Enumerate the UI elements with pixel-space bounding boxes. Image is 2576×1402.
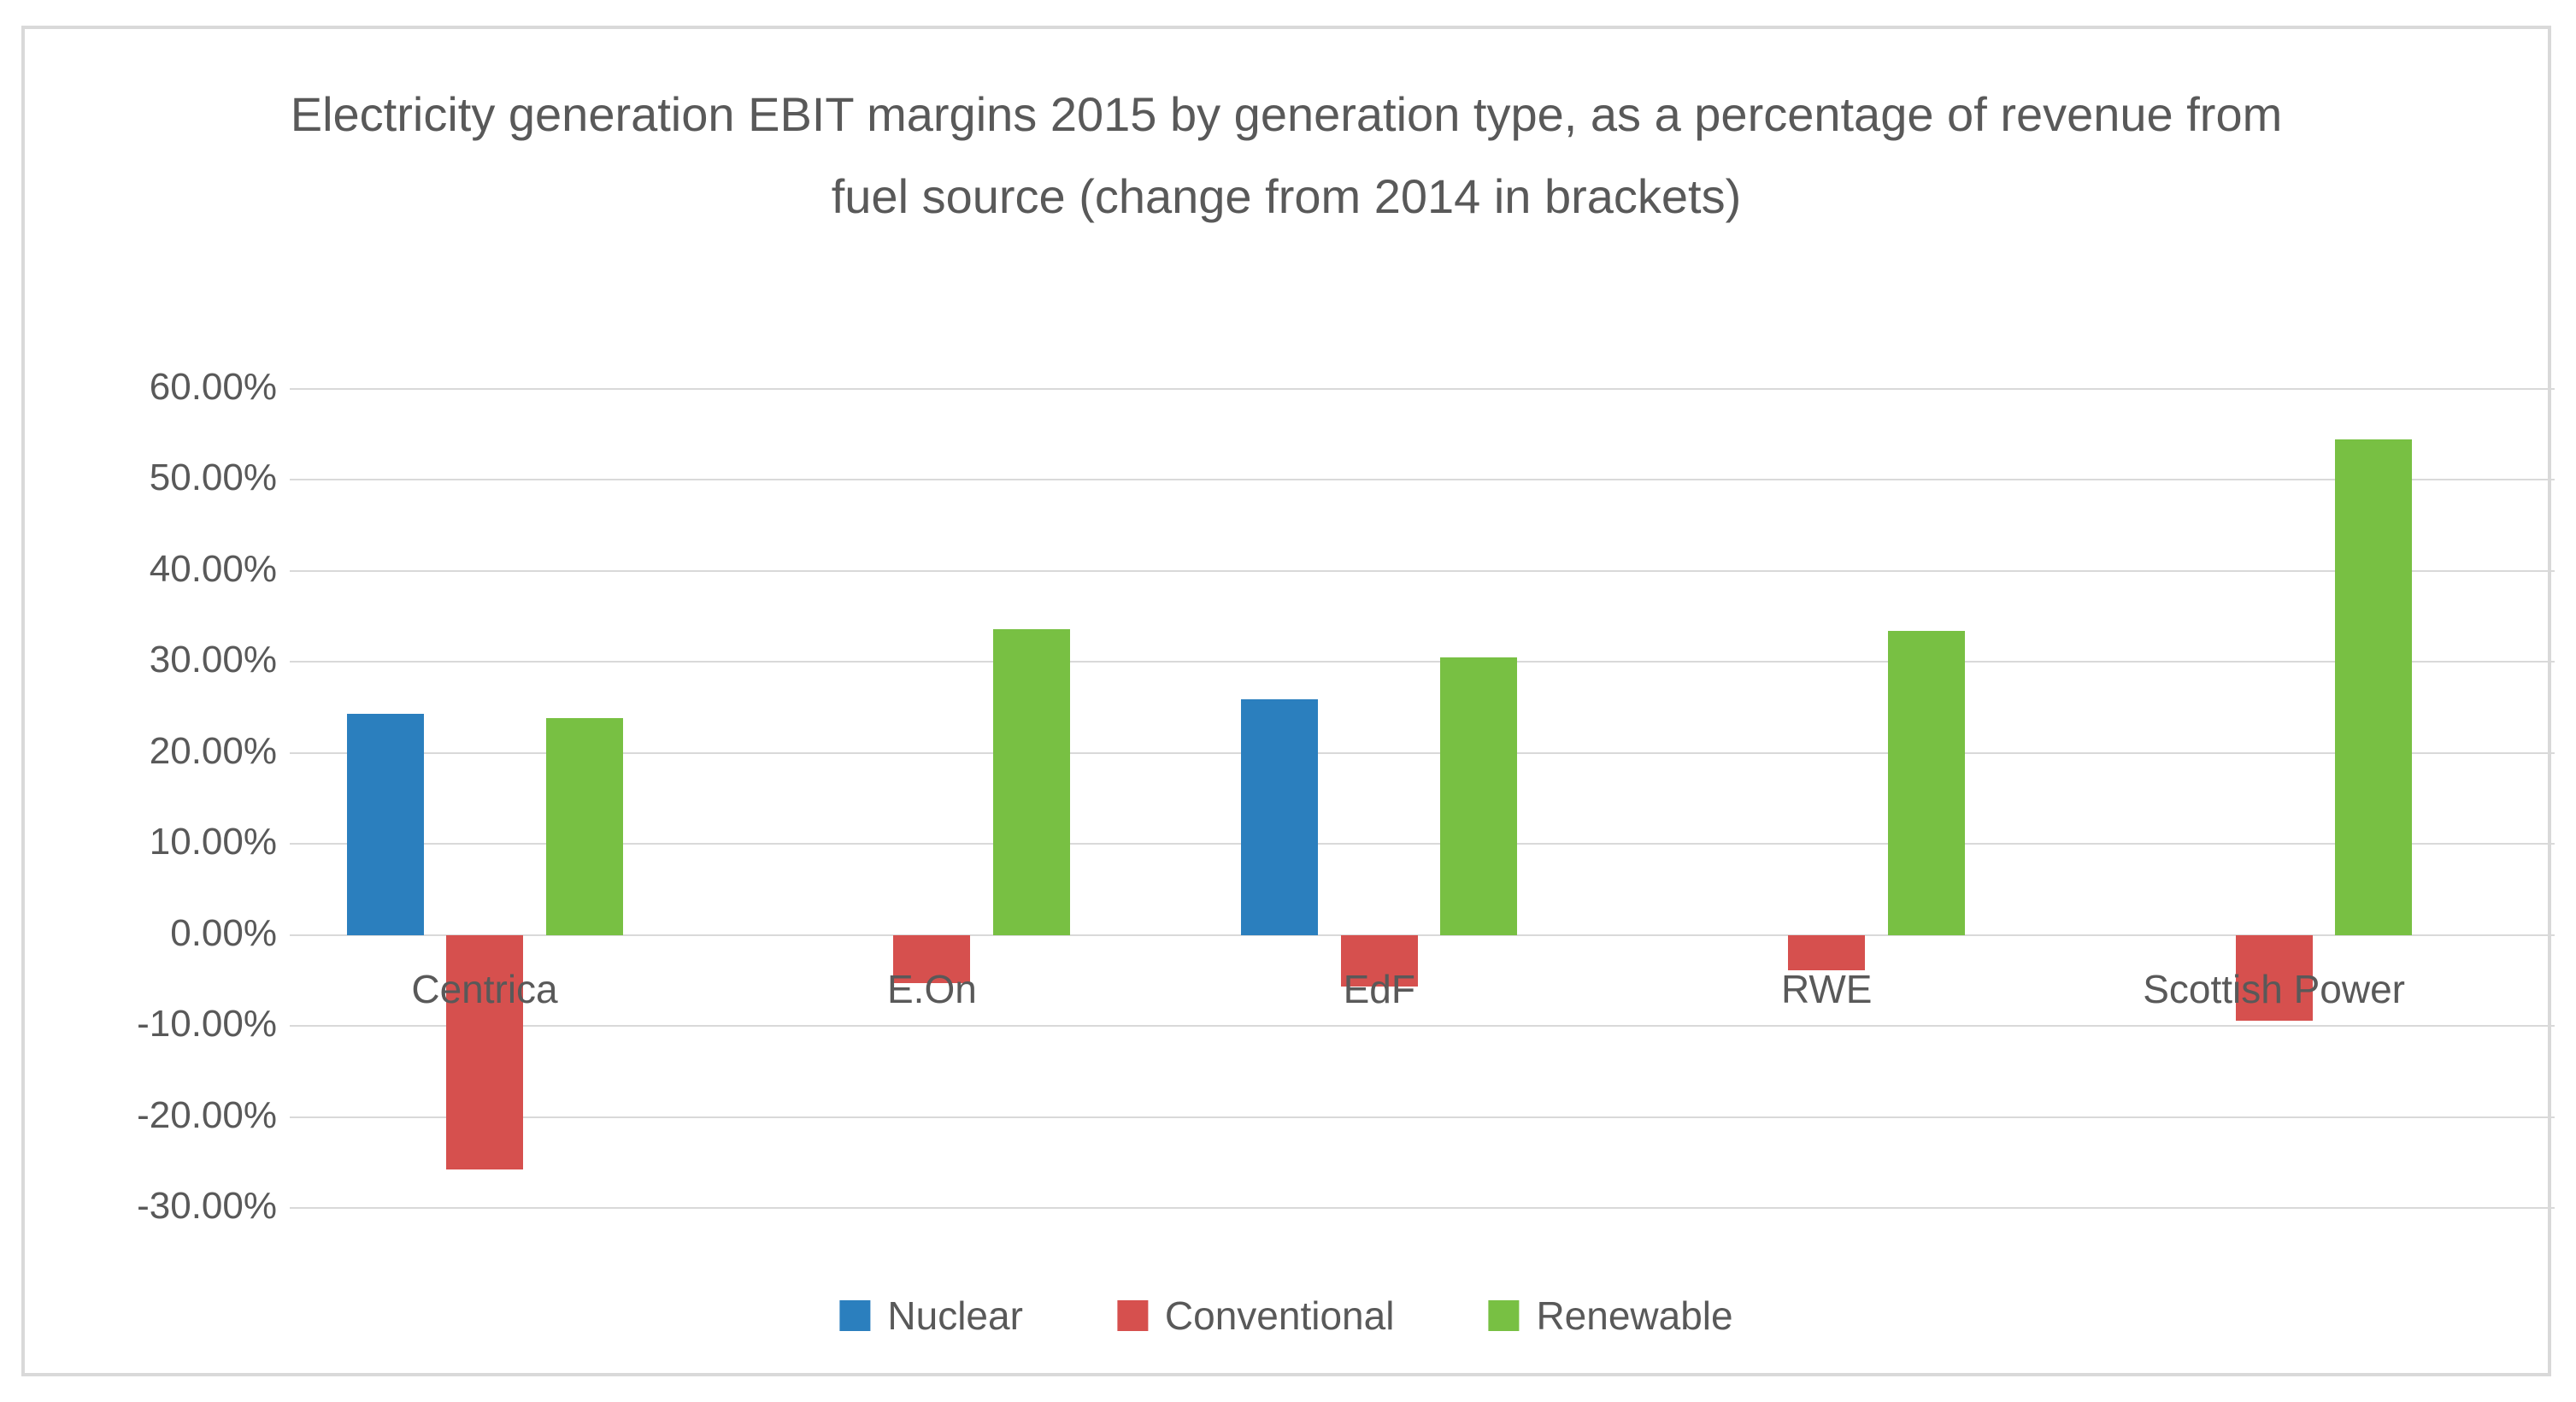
y-axis-tick-label: 30.00% [149, 639, 277, 681]
gridline [290, 1025, 2555, 1028]
bar-renewable-e-on [992, 629, 1070, 935]
category-label: E.On [886, 966, 977, 1011]
gridline [290, 843, 2555, 845]
chart-frame: Electricity generation EBIT margins 2015… [21, 26, 2555, 1376]
legend-item-nuclear: Nuclear [839, 1293, 1023, 1339]
bar-renewable-scottish-power [2335, 439, 2413, 935]
y-axis-tick-label: 40.00% [149, 547, 277, 590]
bar-conventional-centrica [446, 934, 523, 1170]
gridline [290, 479, 2555, 481]
legend-label-renewable: Renewable [1536, 1293, 1733, 1338]
category-label: RWE [1780, 966, 1873, 1011]
bar-nuclear-centrica [346, 714, 424, 935]
legend-label-nuclear: Nuclear [887, 1293, 1023, 1338]
gridline [290, 569, 2555, 572]
y-axis-tick-label: 60.00% [149, 366, 277, 408]
category-label: Centrica [411, 966, 558, 1011]
category-label: Scottish Power [2143, 966, 2405, 1011]
bar-renewable-edf [1440, 657, 1518, 935]
gridline [290, 661, 2555, 663]
y-axis-tick-label: 0.00% [170, 911, 277, 954]
bar-renewable-rwe [1887, 631, 1965, 935]
y-axis-tick-label: -30.00% [137, 1185, 277, 1227]
legend-item-conventional: Conventional [1116, 1293, 1395, 1339]
legend-swatch-renewable [1488, 1300, 1520, 1331]
y-axis-tick-label: 20.00% [149, 729, 277, 772]
bar-conventional-e-on [893, 934, 971, 984]
bar-conventional-rwe [1788, 934, 1866, 971]
bar-renewable-centrica [545, 718, 623, 935]
legend-label-conventional: Conventional [1164, 1293, 1395, 1338]
gridline [290, 751, 2555, 754]
bar-conventional-scottish-power [2235, 934, 2313, 1021]
y-axis-tick-label: -20.00% [137, 1093, 277, 1136]
y-axis-tick-label: 10.00% [149, 821, 277, 863]
y-axis-tick-label: 50.00% [149, 457, 277, 499]
gridline [290, 1116, 2555, 1118]
legend-swatch-conventional [1116, 1300, 1148, 1331]
legend-item-renewable: Renewable [1488, 1293, 1733, 1339]
legend-swatch-nuclear [839, 1300, 871, 1331]
plot-area: Centrica E.On EdF RWE Scottish Power [290, 388, 2555, 1209]
category-label: EdF [1343, 966, 1415, 1011]
bar-conventional-edf [1340, 934, 1418, 987]
y-axis-tick-label: -10.00% [137, 1003, 277, 1046]
gridline [290, 934, 2555, 936]
bar-nuclear-edf [1241, 698, 1319, 935]
gridline [290, 1207, 2555, 1209]
chart-title: Electricity generation EBIT margins 2015… [290, 87, 2283, 224]
legend: Nuclear Conventional Renewable [839, 1293, 1733, 1339]
gridline [290, 388, 2555, 390]
